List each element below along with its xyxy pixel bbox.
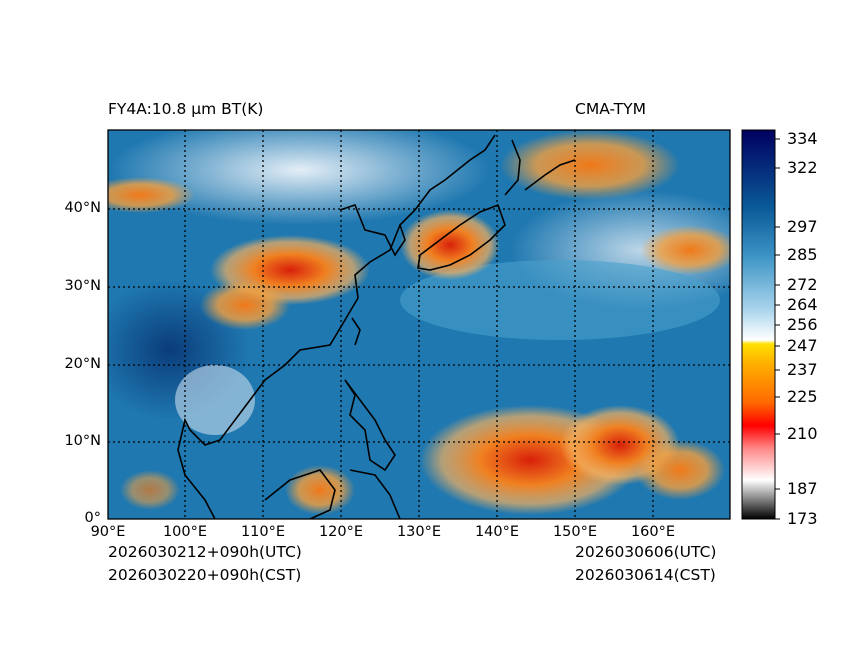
coastlines bbox=[177, 134, 576, 519]
brightness-temperature-image bbox=[108, 130, 730, 519]
colorbar-label: 247 bbox=[787, 336, 818, 355]
colorbar-label: 173 bbox=[787, 509, 818, 528]
lon-label: 100°E bbox=[162, 524, 208, 540]
product-title: FY4A:10.8 µm BT(K) bbox=[108, 100, 264, 118]
colorbar-label: 187 bbox=[787, 479, 818, 498]
valid-time-utc: 2026030606(UTC) bbox=[575, 543, 717, 561]
colorbar-label: 210 bbox=[787, 424, 818, 443]
colorbar-label: 334 bbox=[787, 129, 818, 148]
colorbar-ticks bbox=[775, 138, 780, 520]
lat-label: 0° bbox=[84, 510, 101, 526]
model-title: CMA-TYM bbox=[575, 100, 646, 118]
colorbar-label: 285 bbox=[787, 245, 818, 264]
lat-label: 40°N bbox=[64, 200, 101, 216]
lon-label: 90°E bbox=[90, 524, 126, 540]
init-time-cst: 2026030220+090h(CST) bbox=[108, 566, 302, 584]
lat-label: 10°N bbox=[64, 433, 101, 449]
colorbar-label: 264 bbox=[787, 295, 818, 314]
colorbar-label: 297 bbox=[787, 217, 818, 236]
graticule bbox=[108, 130, 730, 519]
colorbar-label: 272 bbox=[787, 275, 818, 294]
colorbar bbox=[741, 129, 776, 520]
valid-time-cst: 2026030614(CST) bbox=[575, 566, 716, 584]
lon-label: 120°E bbox=[318, 524, 364, 540]
colorbar-label: 237 bbox=[787, 360, 818, 379]
colorbar-label: 322 bbox=[787, 158, 818, 177]
lon-label: 150°E bbox=[552, 524, 598, 540]
lon-label: 130°E bbox=[396, 524, 442, 540]
lon-label: 140°E bbox=[474, 524, 520, 540]
lon-label: 110°E bbox=[240, 524, 286, 540]
colorbar-label: 225 bbox=[787, 387, 818, 406]
lat-label: 30°N bbox=[64, 278, 101, 294]
lon-label: 160°E bbox=[630, 524, 676, 540]
colorbar-label: 256 bbox=[787, 315, 818, 334]
map-frame bbox=[107, 129, 731, 520]
lat-label: 20°N bbox=[64, 356, 101, 372]
init-time-utc: 2026030212+090h(UTC) bbox=[108, 543, 302, 561]
